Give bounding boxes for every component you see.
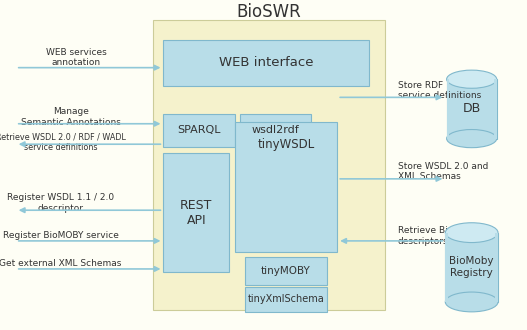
Bar [445,233,498,302]
Bar [445,233,448,302]
FancyBboxPatch shape [235,122,337,252]
Text: BioMoby
Registry: BioMoby Registry [450,256,494,278]
Text: tinyMOBY: tinyMOBY [261,266,311,277]
Text: Store WSDL 2.0 and
XML Schemas: Store WSDL 2.0 and XML Schemas [398,162,488,181]
Ellipse shape [445,223,498,243]
Text: Retrieve WSDL 2.0 / RDF / WADL
service definitions: Retrieve WSDL 2.0 / RDF / WADL service d… [0,132,125,151]
Text: Store RDF
service definitions: Store RDF service definitions [398,81,481,100]
Ellipse shape [445,292,498,312]
Text: Get external XML Schemas: Get external XML Schemas [0,259,122,269]
Bar [495,233,498,302]
FancyBboxPatch shape [163,40,369,86]
Text: WEB interface: WEB interface [219,56,314,69]
Text: wsdl2rdf: wsdl2rdf [251,125,299,135]
Text: tinyXmlSchema: tinyXmlSchema [248,294,324,305]
Text: Register WSDL 1.1 / 2.0
descriptor: Register WSDL 1.1 / 2.0 descriptor [7,193,114,213]
Text: WEB services
annotation: WEB services annotation [46,48,107,67]
Bar [447,79,449,139]
Text: DB: DB [463,102,481,115]
FancyBboxPatch shape [163,153,229,272]
Text: tinyWSDL: tinyWSDL [257,138,315,151]
Text: Manage
Semantic Annotations: Manage Semantic Annotations [21,108,121,127]
FancyBboxPatch shape [245,287,327,312]
FancyBboxPatch shape [153,20,385,310]
Bar [447,79,496,139]
Text: BioSWR: BioSWR [237,3,301,20]
Bar [494,79,496,139]
Ellipse shape [447,70,496,88]
Text: REST
API: REST API [180,199,212,227]
Text: SPARQL: SPARQL [177,125,221,135]
Text: Retrieve BioMOBY
descriptors: Retrieve BioMOBY descriptors [398,226,479,246]
FancyBboxPatch shape [163,114,235,147]
FancyBboxPatch shape [245,257,327,285]
Ellipse shape [447,129,496,148]
FancyBboxPatch shape [240,114,311,147]
Text: Register BioMOBY service: Register BioMOBY service [3,231,119,241]
